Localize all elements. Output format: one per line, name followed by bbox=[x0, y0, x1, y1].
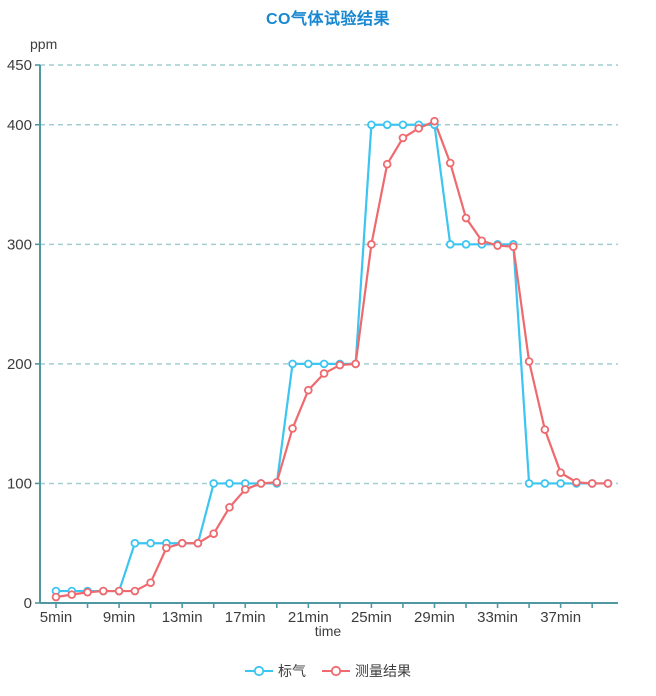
legend: 标气 测量结果 bbox=[0, 661, 656, 681]
svg-text:25min: 25min bbox=[351, 609, 392, 626]
svg-text:29min: 29min bbox=[414, 609, 455, 626]
measured-result-legend-marker bbox=[322, 665, 350, 677]
svg-text:9min: 9min bbox=[103, 609, 136, 626]
svg-text:37min: 37min bbox=[540, 609, 581, 626]
svg-text:33min: 33min bbox=[477, 609, 518, 626]
svg-text:21min: 21min bbox=[288, 609, 329, 626]
legend-label-standard-gas: 标气 bbox=[278, 663, 306, 679]
legend-label-measured-result: 测量结果 bbox=[355, 663, 411, 679]
svg-text:0: 0 bbox=[24, 595, 32, 612]
standard-gas-legend-marker bbox=[245, 665, 273, 677]
svg-text:13min: 13min bbox=[162, 609, 203, 626]
x-axis-title: time bbox=[314, 623, 342, 639]
svg-text:17min: 17min bbox=[225, 609, 266, 626]
plot-area: 0 100 200 300 400 450 5min 9min 13min 17min 21min 2… bbox=[7, 57, 618, 626]
svg-text:200: 200 bbox=[7, 356, 32, 373]
legend-item-standard-gas[interactable]: 标气 bbox=[245, 661, 306, 681]
chart-title: CO气体试验结果 bbox=[265, 11, 390, 28]
svg-text:400: 400 bbox=[7, 117, 32, 134]
svg-text:300: 300 bbox=[7, 236, 32, 253]
y-axis-unit-label: ppm bbox=[30, 36, 58, 52]
svg-text:100: 100 bbox=[7, 475, 32, 492]
svg-text:5min: 5min bbox=[40, 609, 73, 626]
legend-item-measured-result[interactable]: 测量结果 bbox=[322, 661, 411, 681]
svg-text:450: 450 bbox=[7, 57, 32, 74]
